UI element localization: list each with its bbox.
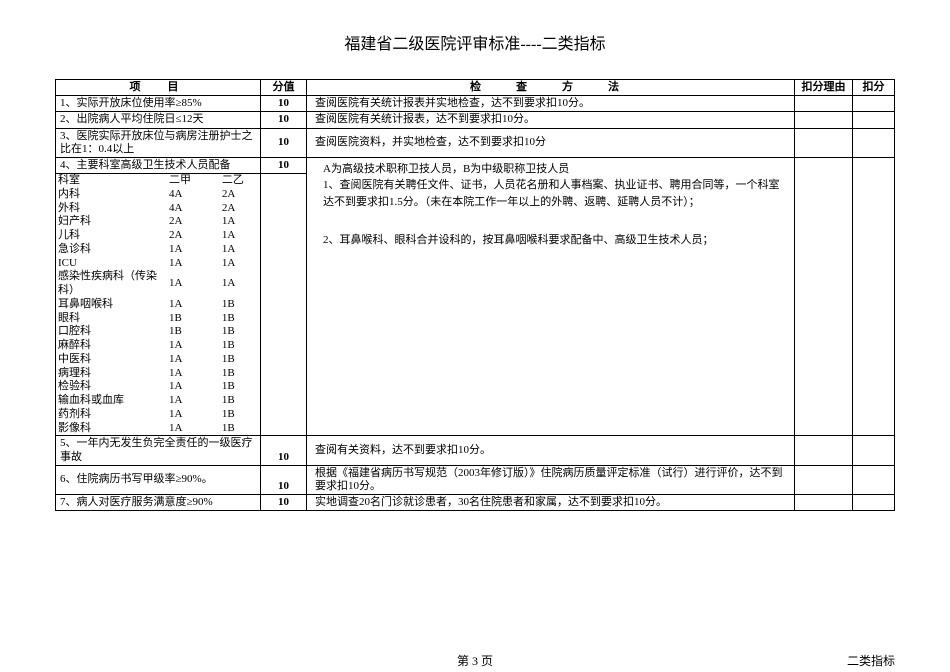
header-item: 项 目 [56, 80, 261, 96]
table-row: 3、医院实际开放床位与病房注册护士之比在1：0.4以上 10 查阅医院资料，并实… [56, 128, 895, 157]
score-cell: 10 [261, 157, 307, 173]
method-cell: 根据《福建省病历书写规范（2003年修订版）》住院病历质量评定标准（试行）进行评… [307, 465, 795, 494]
method-cell: 查阅有关资料，达不到要求扣10分。 [307, 436, 795, 465]
item-cell: 1、实际开放床位使用率≥85% [56, 96, 261, 112]
evaluation-table: 项 目 分值 检 查 方 法 扣分理由 扣分 1、实际开放床位使用率≥85% 1… [55, 79, 895, 511]
score-cell: 10 [261, 96, 307, 112]
header-deduct: 扣分 [853, 80, 895, 96]
item-cell: 2、出院病人平均住院日≤12天 [56, 112, 261, 128]
score-cell: 10 [261, 495, 307, 511]
page-number: 第 3 页 [457, 652, 493, 669]
score-cell: 10 [261, 465, 307, 494]
reason-cell [795, 112, 853, 128]
deduct-cell [853, 157, 895, 435]
reason-cell [795, 465, 853, 494]
deduct-cell [853, 495, 895, 511]
method-cell: 查阅医院资料，并实地检查，达不到要求扣10分 [307, 128, 795, 157]
header-reason: 扣分理由 [795, 80, 853, 96]
score-cell: 10 [261, 128, 307, 157]
method-cell: 实地调查20名门诊就诊患者，30名住院患者和家属，达不到要求扣10分。 [307, 495, 795, 511]
item-cell: 6、住院病历书写甲级率≥90%。 [56, 465, 261, 494]
page-title: 福建省二级医院评审标准----二类指标 [55, 30, 895, 54]
method-cell: 查阅医院有关统计报表，达不到要求扣10分。 [307, 112, 795, 128]
table-row: 5、一年内无发生负完全责任的一级医疗事故 10 查阅有关资料，达不到要求扣10分… [56, 436, 895, 465]
reason-cell [795, 495, 853, 511]
method-cell: A为高级技术职称卫技人员，B为中级职称卫技人员 1、查阅医院有关聘任文件、证书，… [307, 157, 795, 435]
deduct-cell [853, 436, 895, 465]
item-cell: 5、一年内无发生负完全责任的一级医疗事故 [56, 436, 261, 465]
table-row: 7、病人对医疗服务满意度≥90% 10 实地调查20名门诊就诊患者，30名住院患… [56, 495, 895, 511]
table-header-row: 项 目 分值 检 查 方 法 扣分理由 扣分 [56, 80, 895, 96]
score-cell [261, 174, 307, 436]
table-row: 2、出院病人平均住院日≤12天 10 查阅医院有关统计报表，达不到要求扣10分。 [56, 112, 895, 128]
reason-cell [795, 128, 853, 157]
reason-cell [795, 436, 853, 465]
header-method: 检 查 方 法 [307, 80, 795, 96]
method-cell: 查阅医院有关统计报表并实地检查，达不到要求扣10分。 [307, 96, 795, 112]
reason-cell [795, 157, 853, 435]
dept-list-cell: 科室二甲二乙内科4A2A外科4A2A妇产科2A1A儿科2A1A急诊科1A1AIC… [56, 174, 261, 436]
score-cell: 10 [261, 112, 307, 128]
table-row: 1、实际开放床位使用率≥85% 10 查阅医院有关统计报表并实地检查，达不到要求… [56, 96, 895, 112]
deduct-cell [853, 465, 895, 494]
score-cell: 10 [261, 436, 307, 465]
deduct-cell [853, 96, 895, 112]
item-cell: 3、医院实际开放床位与病房注册护士之比在1：0.4以上 [56, 128, 261, 157]
dept-inner-table: 科室二甲二乙内科4A2A外科4A2A妇产科2A1A儿科2A1A急诊科1A1AIC… [56, 174, 260, 435]
item-cell: 7、病人对医疗服务满意度≥90% [56, 495, 261, 511]
reason-cell [795, 96, 853, 112]
header-score: 分值 [261, 80, 307, 96]
table-row: 4、主要科室高级卫生技术人员配备 10 A为高级技术职称卫技人员，B为中级职称卫… [56, 157, 895, 173]
footer-category: 二类指标 [847, 652, 895, 669]
item-cell: 4、主要科室高级卫生技术人员配备 [56, 157, 261, 173]
table-row: 6、住院病历书写甲级率≥90%。 10 根据《福建省病历书写规范（2003年修订… [56, 465, 895, 494]
deduct-cell [853, 112, 895, 128]
deduct-cell [853, 128, 895, 157]
